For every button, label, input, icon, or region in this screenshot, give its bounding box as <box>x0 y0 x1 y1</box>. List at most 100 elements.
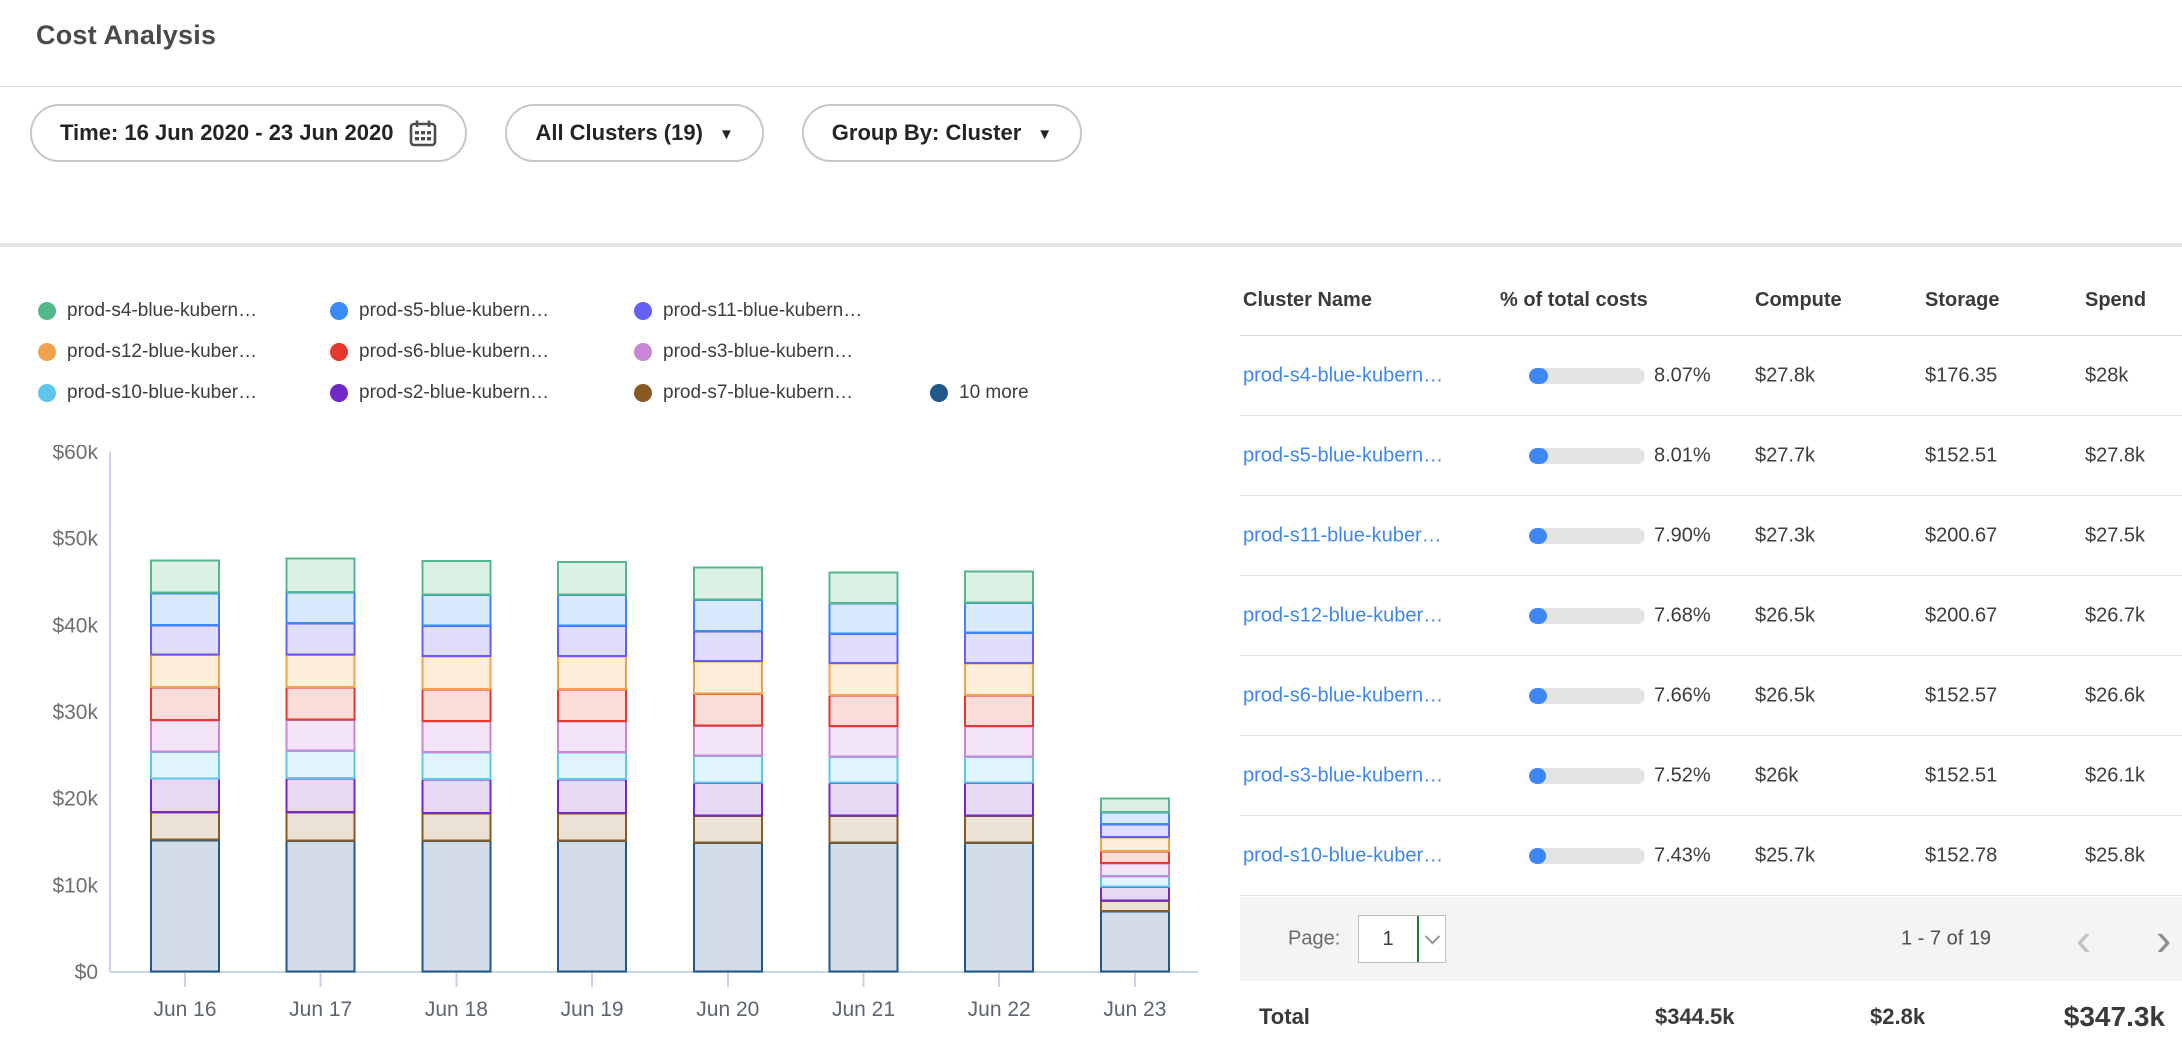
bar-segment[interactable] <box>421 840 492 973</box>
cluster-name-link[interactable]: prod-s4-blue-kubern… <box>1243 364 1444 386</box>
bar-segment[interactable] <box>1099 823 1170 839</box>
cluster-name-link[interactable]: prod-s12-blue-kuber… <box>1243 604 1444 626</box>
page-select[interactable]: 1 <box>1358 915 1446 963</box>
bar-segment[interactable] <box>285 777 356 814</box>
bar-segment[interactable] <box>285 840 356 973</box>
bar-segment[interactable] <box>557 655 628 690</box>
bar-segment[interactable] <box>557 812 628 842</box>
bar-segment[interactable] <box>421 655 492 690</box>
bar-segment[interactable] <box>828 725 899 758</box>
legend-item[interactable]: prod-s10-blue-kuber… <box>38 382 330 404</box>
bar-segment[interactable] <box>150 811 220 841</box>
bar-segment[interactable] <box>1099 862 1170 878</box>
bar-segment[interactable] <box>421 751 492 781</box>
bar-segment[interactable] <box>421 594 492 627</box>
bar-segment[interactable] <box>150 750 220 780</box>
bar-segment[interactable] <box>964 756 1035 784</box>
bar-segment[interactable] <box>692 692 763 727</box>
cluster-name-link[interactable]: prod-s11-blue-kuber… <box>1243 524 1442 546</box>
bar-segment[interactable] <box>964 841 1035 973</box>
bar-segment[interactable] <box>150 777 220 814</box>
legend-item[interactable]: prod-s6-blue-kubern… <box>330 341 634 363</box>
bar-segment[interactable] <box>828 782 899 817</box>
bar-segment[interactable] <box>964 782 1035 817</box>
bar-segment[interactable] <box>828 756 899 784</box>
bar-segment[interactable] <box>557 561 628 596</box>
cluster-name-link[interactable]: prod-s3-blue-kubern… <box>1243 764 1444 786</box>
legend-item[interactable]: prod-s7-blue-kubern… <box>634 382 930 404</box>
bar-segment[interactable] <box>964 601 1035 634</box>
prev-page-button[interactable]: ‹ <box>2076 913 2092 965</box>
bar-segment[interactable] <box>828 662 899 697</box>
next-page-button[interactable]: › <box>2156 913 2172 965</box>
bar-segment[interactable] <box>150 839 220 973</box>
time-range-filter[interactable]: Time: 16 Jun 2020 - 23 Jun 2020 <box>30 104 468 162</box>
bar-segment[interactable] <box>828 571 899 605</box>
bar-segment[interactable] <box>421 560 492 596</box>
bar-segment[interactable] <box>421 720 492 754</box>
bar-segment[interactable] <box>828 602 899 635</box>
group-by-dropdown[interactable]: Group By: Cluster ▼ <box>801 104 1083 162</box>
bar-segment[interactable] <box>1099 899 1170 912</box>
bar-segment[interactable] <box>964 570 1035 604</box>
bar-segment[interactable] <box>964 694 1035 728</box>
cluster-name-link[interactable]: prod-s6-blue-kubern… <box>1243 684 1444 706</box>
legend-item[interactable]: prod-s2-blue-kubern… <box>330 382 634 404</box>
bar-segment[interactable] <box>285 718 356 752</box>
bar-segment[interactable] <box>557 778 628 814</box>
bar-segment[interactable] <box>692 724 763 757</box>
bar-segment[interactable] <box>285 653 356 689</box>
bar-segment[interactable] <box>150 719 220 753</box>
bar-segment[interactable] <box>150 592 220 626</box>
bar-segment[interactable] <box>964 632 1035 664</box>
bar-segment[interactable] <box>285 557 356 593</box>
bar-segment[interactable] <box>557 688 628 723</box>
bar-segment[interactable] <box>692 566 763 601</box>
bar-segment[interactable] <box>557 751 628 781</box>
bar-segment[interactable] <box>692 815 763 844</box>
bar-segment[interactable] <box>150 686 220 722</box>
bar-segment[interactable] <box>557 625 628 657</box>
bar-segment[interactable] <box>692 782 763 817</box>
bar-segment[interactable] <box>285 750 356 780</box>
legend-item[interactable]: prod-s4-blue-kubern… <box>38 300 330 322</box>
bar-segment[interactable] <box>828 633 899 664</box>
bar-segment[interactable] <box>1099 886 1170 902</box>
bar-segment[interactable] <box>421 688 492 723</box>
bar-segment[interactable] <box>964 815 1035 844</box>
bar-segment[interactable] <box>1099 910 1170 973</box>
bar-segment[interactable] <box>285 591 356 625</box>
legend-item[interactable]: 10 more <box>930 382 1029 404</box>
legend-item[interactable]: prod-s12-blue-kuber… <box>38 341 330 363</box>
legend-item[interactable]: prod-s3-blue-kubern… <box>634 341 930 363</box>
bar-segment[interactable] <box>285 811 356 842</box>
bar-segment[interactable] <box>692 841 763 973</box>
bar-segment[interactable] <box>150 624 220 656</box>
bar-segment[interactable] <box>1099 875 1170 888</box>
bar-segment[interactable] <box>557 594 628 627</box>
bar-segment[interactable] <box>692 630 763 663</box>
legend-item[interactable]: prod-s5-blue-kubern… <box>330 300 634 322</box>
bar-segment[interactable] <box>285 622 356 656</box>
bar-segment[interactable] <box>557 720 628 754</box>
bar-segment[interactable] <box>285 686 356 721</box>
bar-segment[interactable] <box>557 840 628 973</box>
bar-segment[interactable] <box>1099 811 1170 826</box>
bar-segment[interactable] <box>828 841 899 973</box>
bar-segment[interactable] <box>828 815 899 844</box>
cluster-name-link[interactable]: prod-s5-blue-kubern… <box>1243 444 1444 466</box>
bar-segment[interactable] <box>692 660 763 695</box>
legend-item[interactable]: prod-s11-blue-kubern… <box>634 300 930 322</box>
bar-segment[interactable] <box>1099 850 1170 865</box>
bar-segment[interactable] <box>150 653 220 689</box>
bar-segment[interactable] <box>421 812 492 842</box>
bar-segment[interactable] <box>692 599 763 632</box>
bar-segment[interactable] <box>1099 797 1170 814</box>
bar-segment[interactable] <box>421 625 492 657</box>
bar-segment[interactable] <box>1099 836 1170 853</box>
clusters-filter-dropdown[interactable]: All Clusters (19) ▼ <box>505 104 764 162</box>
bar-segment[interactable] <box>828 694 899 728</box>
bar-segment[interactable] <box>692 755 763 784</box>
cluster-name-link[interactable]: prod-s10-blue-kuber… <box>1243 844 1444 866</box>
bar-segment[interactable] <box>964 725 1035 758</box>
